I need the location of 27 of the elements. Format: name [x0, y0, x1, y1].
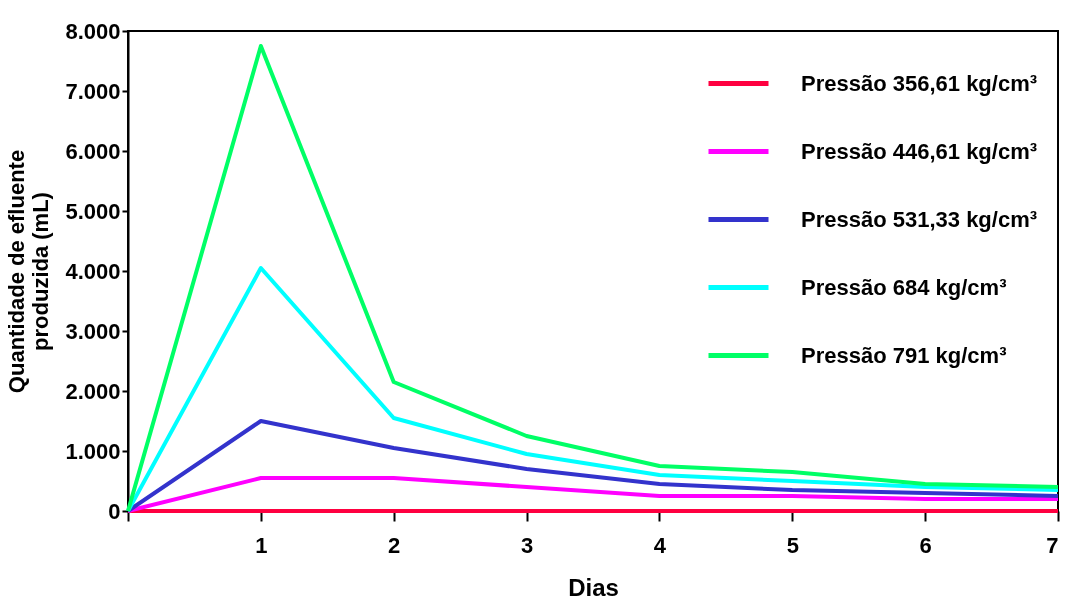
y-axis-title: Quantidade de efluente produzida (mL): [4, 149, 54, 394]
x-tick-label: 5: [786, 532, 799, 558]
x-tick-label: 1: [255, 532, 268, 558]
y-tick-label: 6.000: [65, 138, 121, 164]
line-series: [126, 419, 1060, 513]
y-tick-label: 3.000: [65, 318, 121, 344]
y-tick-label: 1.000: [65, 438, 121, 464]
y-tick-label: 2.000: [65, 378, 121, 404]
x-tick-label: 3: [520, 532, 534, 558]
line-series: [126, 476, 1060, 513]
legend-label: Pressão 446,61 kg/cm³: [801, 138, 1038, 164]
line-series: [126, 44, 1060, 513]
y-tick-label: 5.000: [65, 198, 121, 224]
x-tick-label: 6: [919, 532, 932, 558]
y-tick-label: 8.000: [65, 18, 121, 44]
legend-label: Pressão 531,33 kg/cm³: [801, 206, 1038, 232]
line-series: [126, 266, 1060, 513]
x-axis-title: Dias: [568, 573, 619, 601]
y-tick-label: 7.000: [65, 78, 121, 104]
legend-label: Pressão 791 kg/cm³: [801, 342, 1007, 368]
legend-label: Pressão 356,61 kg/cm³: [801, 70, 1038, 96]
x-tick-label: 4: [653, 532, 667, 558]
x-tick-label: 7: [1046, 532, 1059, 558]
legend-label: Pressão 684 kg/cm³: [801, 274, 1007, 300]
y-tick-label: 0: [108, 498, 121, 524]
y-tick-label: 4.000: [65, 258, 121, 284]
x-tick-label: 2: [388, 532, 401, 558]
